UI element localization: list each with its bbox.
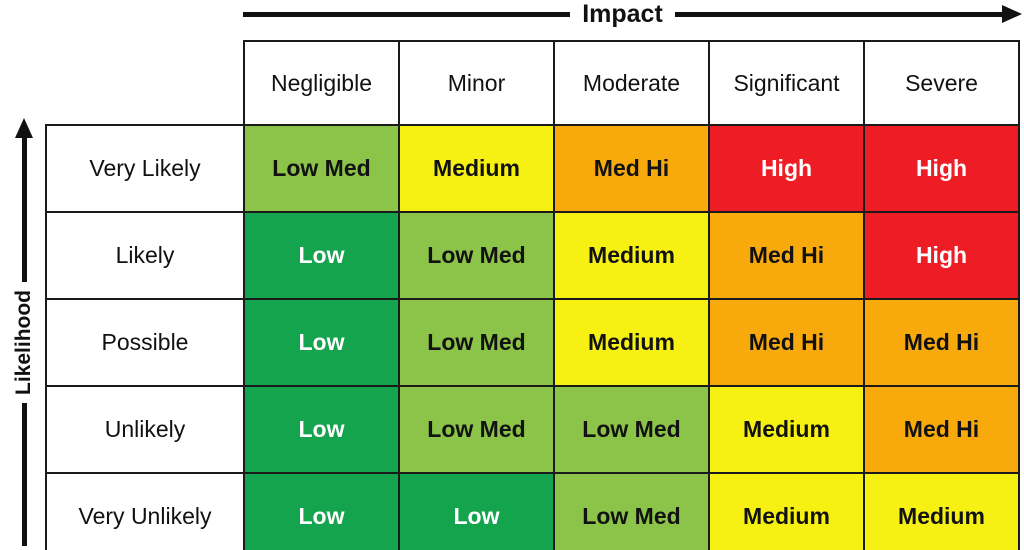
row-header-unlikely: Unlikely bbox=[45, 385, 245, 474]
matrix-cell-possible-minor: Low Med bbox=[398, 298, 555, 387]
matrix-cell-unlikely-negligible: Low bbox=[243, 385, 400, 474]
matrix-body: Very Likely Low Med Medium Med Hi High High Li… bbox=[45, 124, 1020, 550]
matrix-cell-very-likely-negligible: Low Med bbox=[243, 124, 400, 213]
row-header-very-likely: Very Likely bbox=[45, 124, 245, 213]
impact-axis-line bbox=[674, 11, 1002, 17]
matrix-cell-very-likely-significant: High bbox=[708, 124, 865, 213]
row-header-likely: Likely bbox=[45, 211, 245, 300]
matrix-row-unlikely: Unlikely Low Low Med Low Med Medium Med Hi bbox=[45, 385, 1020, 474]
matrix-cell-likely-moderate: Medium bbox=[553, 211, 710, 300]
column-header-negligible: Negligible bbox=[243, 40, 400, 126]
matrix-cell-likely-severe: High bbox=[863, 211, 1020, 300]
column-header-moderate: Moderate bbox=[553, 40, 710, 126]
matrix-row-possible: Possible Low Low Med Medium Med Hi Med Hi bbox=[45, 298, 1020, 387]
matrix-cell-possible-negligible: Low bbox=[243, 298, 400, 387]
matrix-cell-unlikely-severe: Med Hi bbox=[863, 385, 1020, 474]
matrix-cell-very-likely-minor: Medium bbox=[398, 124, 555, 213]
matrix-cell-possible-significant: Med Hi bbox=[708, 298, 865, 387]
matrix-cell-very-unlikely-negligible: Low bbox=[243, 472, 400, 550]
row-header-very-unlikely: Very Unlikely bbox=[45, 472, 245, 550]
matrix-cell-unlikely-minor: Low Med bbox=[398, 385, 555, 474]
column-header-significant: Significant bbox=[708, 40, 865, 126]
impact-axis-line bbox=[243, 11, 571, 17]
matrix-cell-very-unlikely-minor: Low bbox=[398, 472, 555, 550]
matrix-cell-very-unlikely-moderate: Low Med bbox=[553, 472, 710, 550]
matrix-cell-very-likely-moderate: Med Hi bbox=[553, 124, 710, 213]
arrow-right-icon bbox=[1002, 5, 1022, 23]
matrix-cell-very-unlikely-significant: Medium bbox=[708, 472, 865, 550]
likelihood-axis: Likelihood bbox=[6, 118, 42, 546]
matrix-row-very-unlikely: Very Unlikely Low Low Low Med Medium Medium bbox=[45, 472, 1020, 550]
matrix-cell-likely-negligible: Low bbox=[243, 211, 400, 300]
impact-axis-label: Impact bbox=[582, 0, 663, 28]
matrix-corner-cell bbox=[46, 41, 244, 125]
risk-matrix-table: Negligible Minor Moderate Significant Severe… bbox=[45, 40, 1020, 550]
likelihood-axis-line bbox=[21, 138, 27, 282]
likelihood-axis-label: Likelihood bbox=[12, 289, 35, 395]
matrix-row-very-likely: Very Likely Low Med Medium Med Hi High High bbox=[45, 124, 1020, 213]
likelihood-axis-line bbox=[21, 402, 27, 546]
matrix-cell-possible-severe: Med Hi bbox=[863, 298, 1020, 387]
matrix-cell-very-unlikely-severe: Medium bbox=[863, 472, 1020, 550]
matrix-cell-unlikely-significant: Medium bbox=[708, 385, 865, 474]
matrix-header-row: Negligible Minor Moderate Significant Severe bbox=[46, 40, 1020, 126]
arrow-up-icon bbox=[15, 118, 33, 138]
column-header-severe: Severe bbox=[863, 40, 1020, 126]
matrix-cell-unlikely-moderate: Low Med bbox=[553, 385, 710, 474]
matrix-cell-possible-moderate: Medium bbox=[553, 298, 710, 387]
matrix-cell-likely-minor: Low Med bbox=[398, 211, 555, 300]
matrix-cell-likely-significant: Med Hi bbox=[708, 211, 865, 300]
impact-axis: Impact bbox=[243, 0, 1022, 28]
matrix-row-likely: Likely Low Low Med Medium Med Hi High bbox=[45, 211, 1020, 300]
row-header-possible: Possible bbox=[45, 298, 245, 387]
matrix-cell-very-likely-severe: High bbox=[863, 124, 1020, 213]
column-header-minor: Minor bbox=[398, 40, 555, 126]
